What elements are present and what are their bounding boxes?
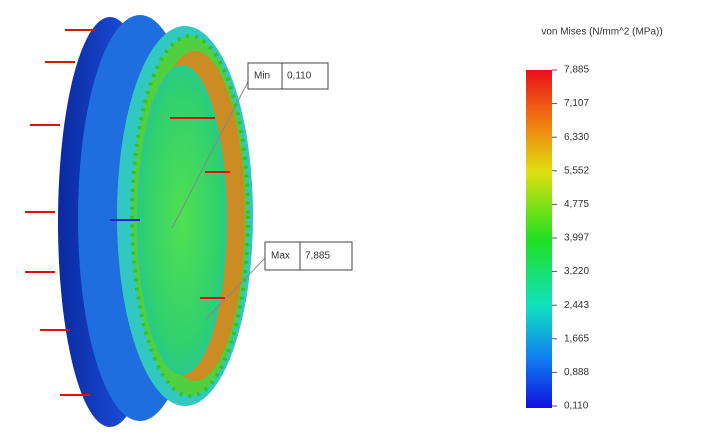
legend-title: von Mises (N/mm^2 (MPa))	[541, 27, 662, 38]
probe-value: 7,885	[305, 251, 330, 262]
min-probe: Min 0,110	[247, 62, 329, 90]
tick-label: 7,885	[564, 65, 589, 76]
tick-label: 6,330	[564, 132, 589, 143]
tick-label: 4,775	[564, 199, 589, 210]
tick-label: 0,888	[564, 367, 589, 378]
max-probe: Max 7,885	[264, 241, 353, 271]
tick-label: 7,107	[564, 98, 589, 109]
tick-label: 5,552	[564, 165, 589, 176]
tick-label: 2,443	[564, 300, 589, 311]
color-bar	[526, 70, 552, 408]
model	[25, 15, 269, 427]
tick-label: 0,110	[564, 401, 589, 412]
tick-label: 3,997	[564, 233, 589, 244]
legend-ticks: 7,885 7,107 6,330 5,552 4,775 3,997 3,220 2,443…	[552, 65, 589, 412]
probe-label: Min	[254, 71, 270, 82]
probe-value: 0,110	[287, 71, 312, 82]
tick-label: 1,665	[564, 333, 589, 344]
probe-label: Max	[271, 251, 290, 262]
tick-label: 3,220	[564, 266, 589, 277]
